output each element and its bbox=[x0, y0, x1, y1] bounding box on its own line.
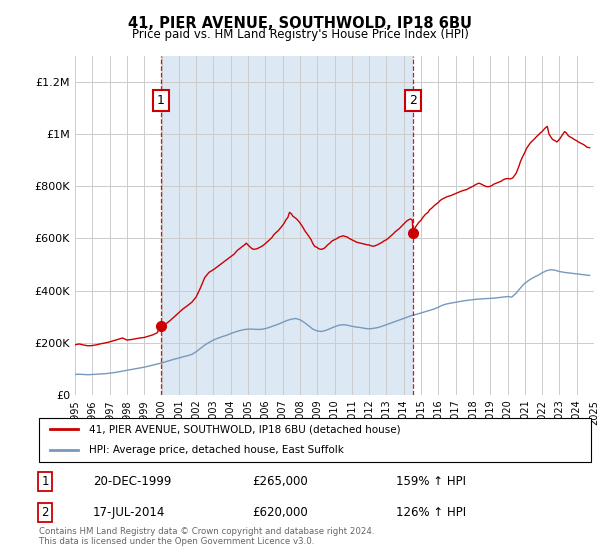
Text: 1: 1 bbox=[41, 475, 49, 488]
Text: £620,000: £620,000 bbox=[252, 506, 308, 519]
Text: 159% ↑ HPI: 159% ↑ HPI bbox=[396, 475, 466, 488]
Text: 1: 1 bbox=[157, 94, 165, 107]
FancyBboxPatch shape bbox=[39, 418, 591, 462]
Text: 41, PIER AVENUE, SOUTHWOLD, IP18 6BU (detached house): 41, PIER AVENUE, SOUTHWOLD, IP18 6BU (de… bbox=[89, 424, 400, 434]
Text: Price paid vs. HM Land Registry's House Price Index (HPI): Price paid vs. HM Land Registry's House … bbox=[131, 28, 469, 41]
Text: Contains HM Land Registry data © Crown copyright and database right 2024.
This d: Contains HM Land Registry data © Crown c… bbox=[39, 526, 374, 546]
Text: £265,000: £265,000 bbox=[252, 475, 308, 488]
Text: 17-JUL-2014: 17-JUL-2014 bbox=[93, 506, 166, 519]
Bar bbox=[161, 56, 413, 395]
Text: 126% ↑ HPI: 126% ↑ HPI bbox=[396, 506, 466, 519]
Text: HPI: Average price, detached house, East Suffolk: HPI: Average price, detached house, East… bbox=[89, 445, 344, 455]
Text: 2: 2 bbox=[41, 506, 49, 519]
Text: 20-DEC-1999: 20-DEC-1999 bbox=[93, 475, 172, 488]
Text: 2: 2 bbox=[409, 94, 417, 107]
Text: 41, PIER AVENUE, SOUTHWOLD, IP18 6BU: 41, PIER AVENUE, SOUTHWOLD, IP18 6BU bbox=[128, 16, 472, 31]
